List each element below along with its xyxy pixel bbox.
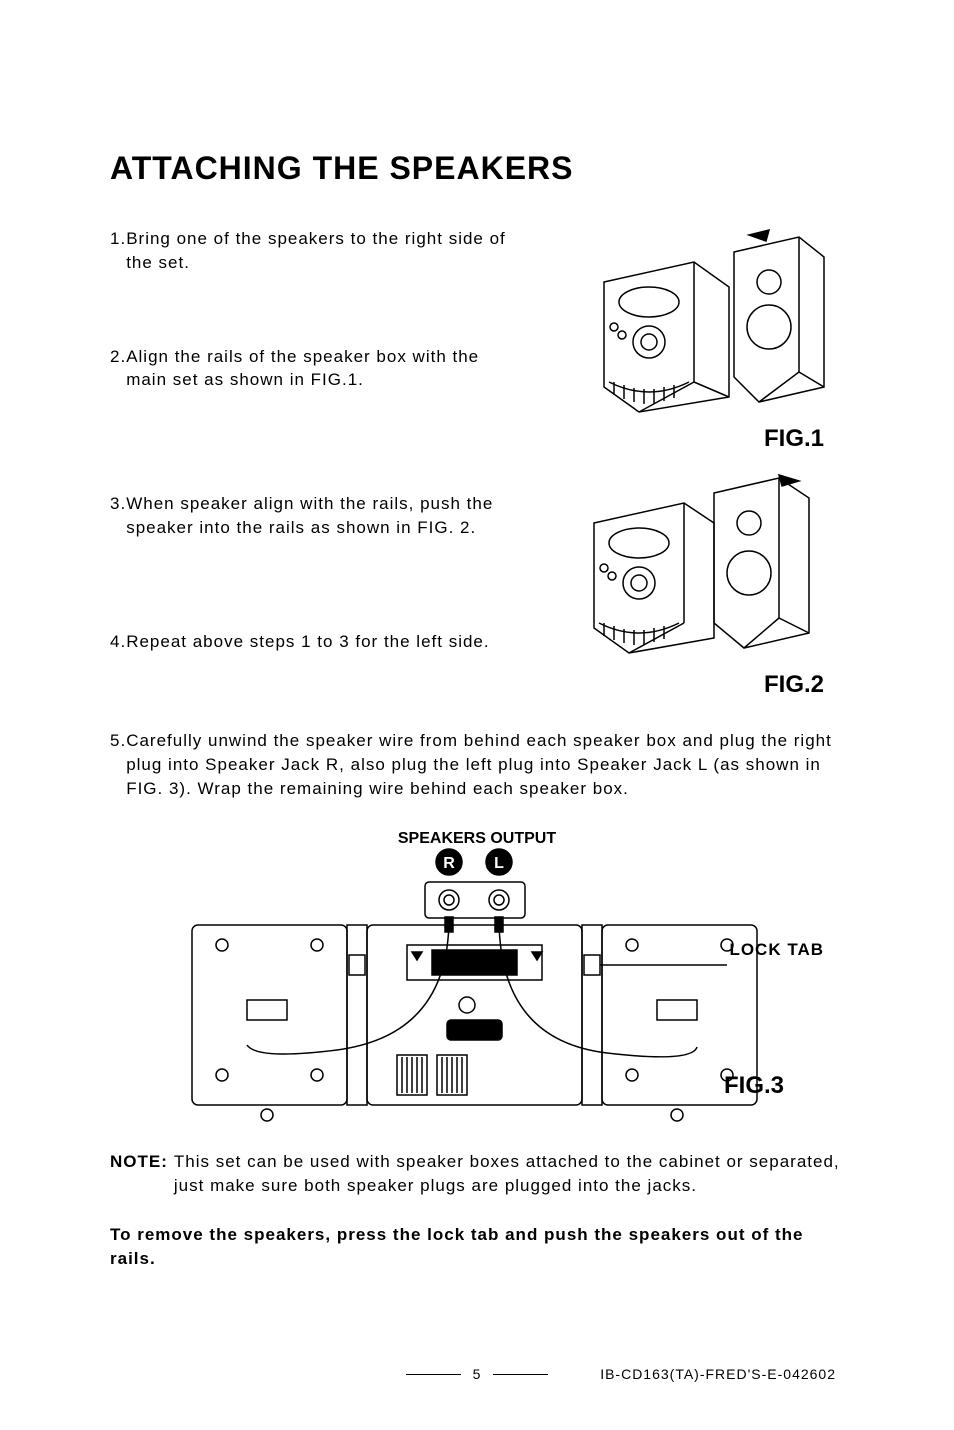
fig3-label: FIG.3: [724, 1072, 784, 1100]
step-1: 1. Bring one of the speakers to the righ…: [110, 227, 524, 275]
page-footer: 5 IB-CD163(TA)-FRED'S-E-042602: [0, 1366, 954, 1382]
note-label: NOTE:: [110, 1150, 168, 1198]
step-3: 3. When speaker align with the rails, pu…: [110, 492, 524, 540]
step-1-num: 1.: [110, 227, 126, 275]
step-3-text: When speaker align with the rails, push …: [126, 492, 524, 540]
fig3-illustration: SPEAKERS OUTPUT R L: [110, 825, 844, 1125]
fig2-label: FIG.2: [764, 671, 824, 699]
doc-id: IB-CD163(TA)-FRED'S-E-042602: [600, 1366, 836, 1382]
step-5-num: 5.: [110, 729, 126, 800]
speakers-output-label: SPEAKERS OUTPUT: [398, 830, 556, 847]
fig1-label: FIG.1: [764, 425, 824, 453]
lock-tab-label: LOCK TAB: [729, 940, 824, 960]
step-2-text: Align the rails of the speaker box with …: [126, 345, 524, 393]
step-5-text: Carefully unwind the speaker wire from b…: [126, 729, 844, 800]
remove-instructions: To remove the speakers, press the lock t…: [110, 1223, 844, 1271]
step-3-num: 3.: [110, 492, 126, 540]
step-2: 2. Align the rails of the speaker box wi…: [110, 345, 524, 393]
footer-line-left: [406, 1374, 461, 1375]
page-heading: ATTACHING THE SPEAKERS: [110, 150, 844, 187]
page-number: 5: [473, 1366, 482, 1382]
step-4-num: 4.: [110, 630, 126, 654]
r-label: R: [443, 855, 455, 872]
step-5: 5. Carefully unwind the speaker wire fro…: [110, 729, 844, 800]
footer-line-right: [493, 1374, 548, 1375]
l-label: L: [494, 855, 504, 872]
fig1-illustration: [554, 227, 834, 417]
note-text: This set can be used with speaker boxes …: [174, 1150, 844, 1198]
note: NOTE: This set can be used with speaker …: [110, 1150, 844, 1198]
step-4: 4. Repeat above steps 1 to 3 for the lef…: [110, 630, 524, 654]
fig2-illustration: [554, 463, 834, 663]
step-2-num: 2.: [110, 345, 126, 393]
step-1-text: Bring one of the speakers to the right s…: [126, 227, 524, 275]
step-4-text: Repeat above steps 1 to 3 for the left s…: [126, 630, 524, 654]
